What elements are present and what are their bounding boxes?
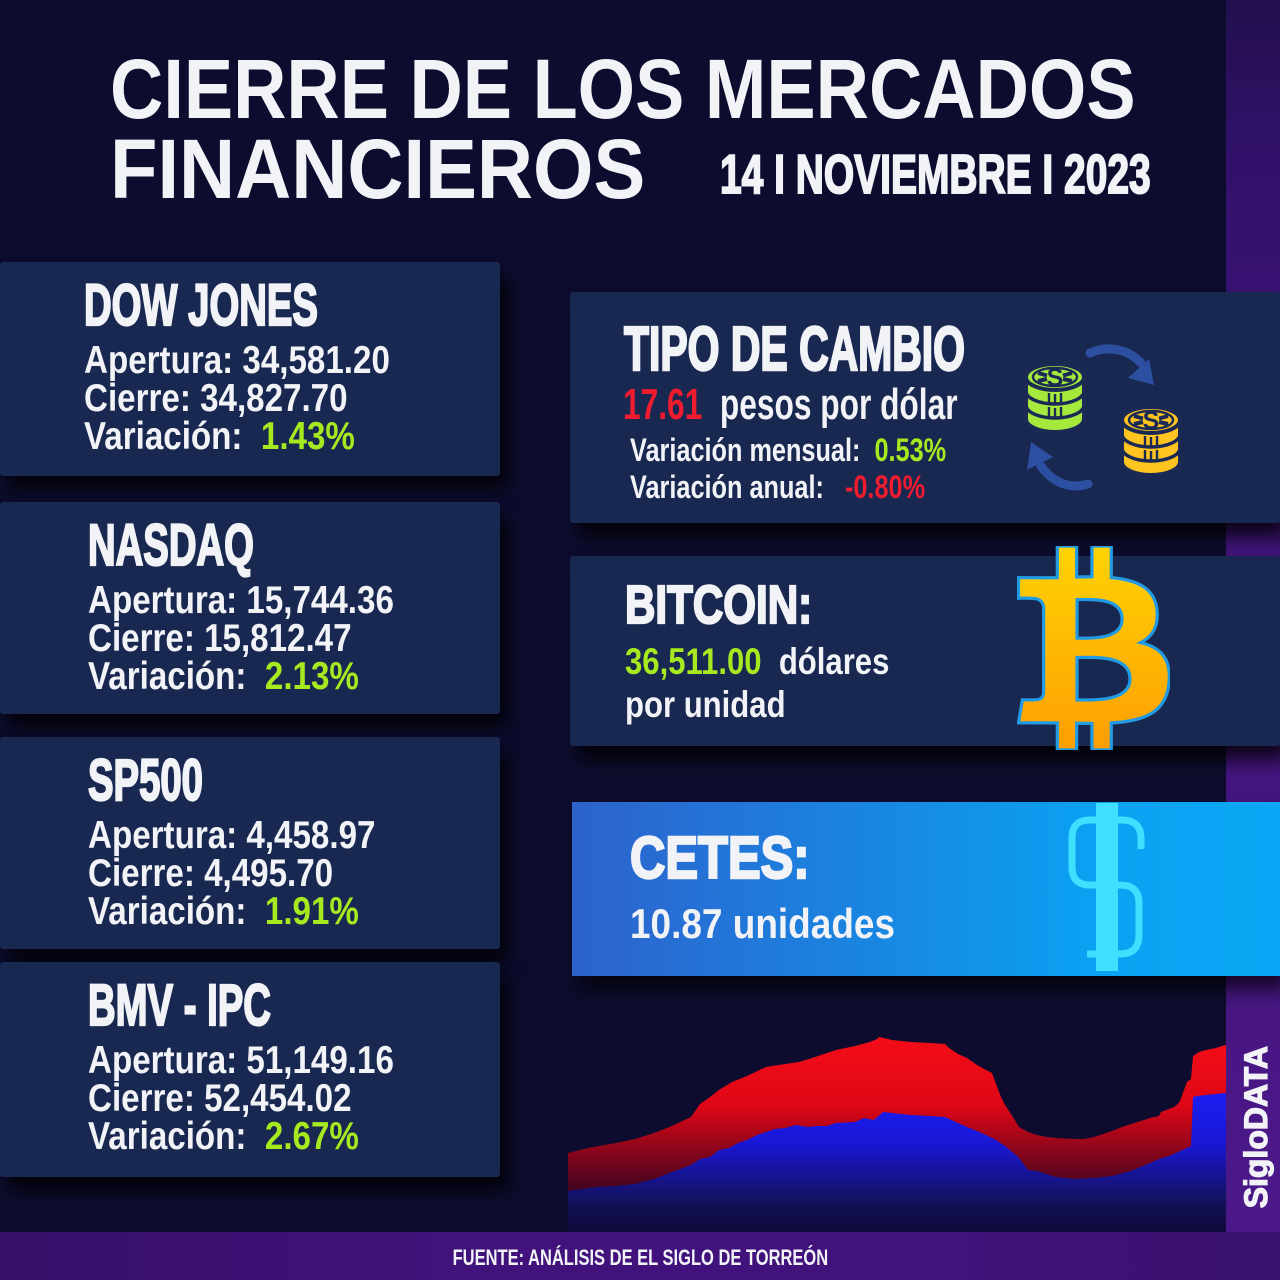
- svg-text:S: S: [1047, 364, 1064, 392]
- svg-text:S: S: [1143, 407, 1160, 435]
